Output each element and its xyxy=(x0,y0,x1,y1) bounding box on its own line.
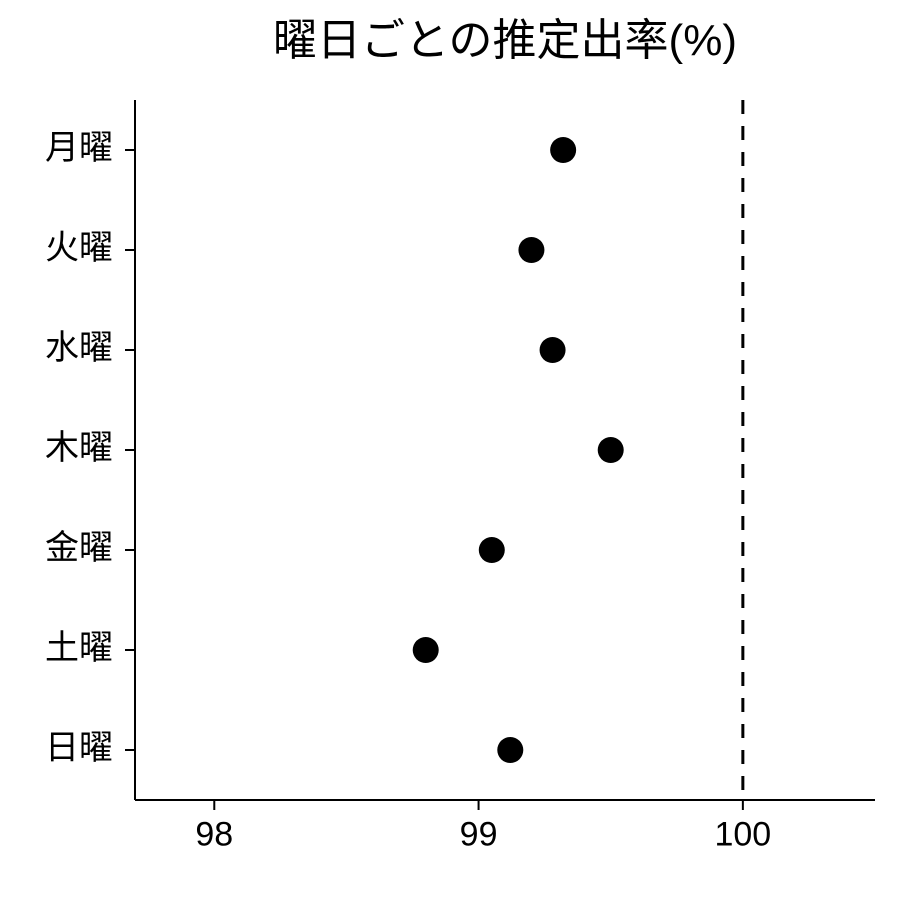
data-points xyxy=(413,137,624,763)
y-tick-label: 土曜 xyxy=(45,629,113,667)
data-point xyxy=(413,637,439,663)
chart-title: 曜日ごとの推定出率(%) xyxy=(273,16,737,65)
y-axis-ticks: 月曜火曜水曜木曜金曜土曜日曜 xyxy=(45,129,135,767)
data-point xyxy=(550,137,576,163)
data-point xyxy=(479,537,505,563)
y-tick-label: 月曜 xyxy=(45,129,113,167)
data-point xyxy=(497,737,523,763)
x-tick-label: 99 xyxy=(460,816,498,854)
y-tick-label: 水曜 xyxy=(45,329,113,367)
dot-plot-chart: 曜日ごとの推定出率(%) 98 99 100 月曜火曜水曜木曜金曜土曜日曜 xyxy=(0,0,900,900)
plot-area: 98 99 100 月曜火曜水曜木曜金曜土曜日曜 xyxy=(45,100,875,854)
data-point xyxy=(598,437,624,463)
data-point xyxy=(518,237,544,263)
y-tick-label: 木曜 xyxy=(45,429,113,467)
y-tick-label: 火曜 xyxy=(45,229,113,267)
data-point xyxy=(540,337,566,363)
y-tick-label: 金曜 xyxy=(45,529,113,567)
y-tick-label: 日曜 xyxy=(45,729,113,767)
x-axis-ticks: 98 99 100 xyxy=(195,800,771,854)
x-tick-label: 98 xyxy=(195,816,233,854)
x-tick-label: 100 xyxy=(714,816,771,854)
